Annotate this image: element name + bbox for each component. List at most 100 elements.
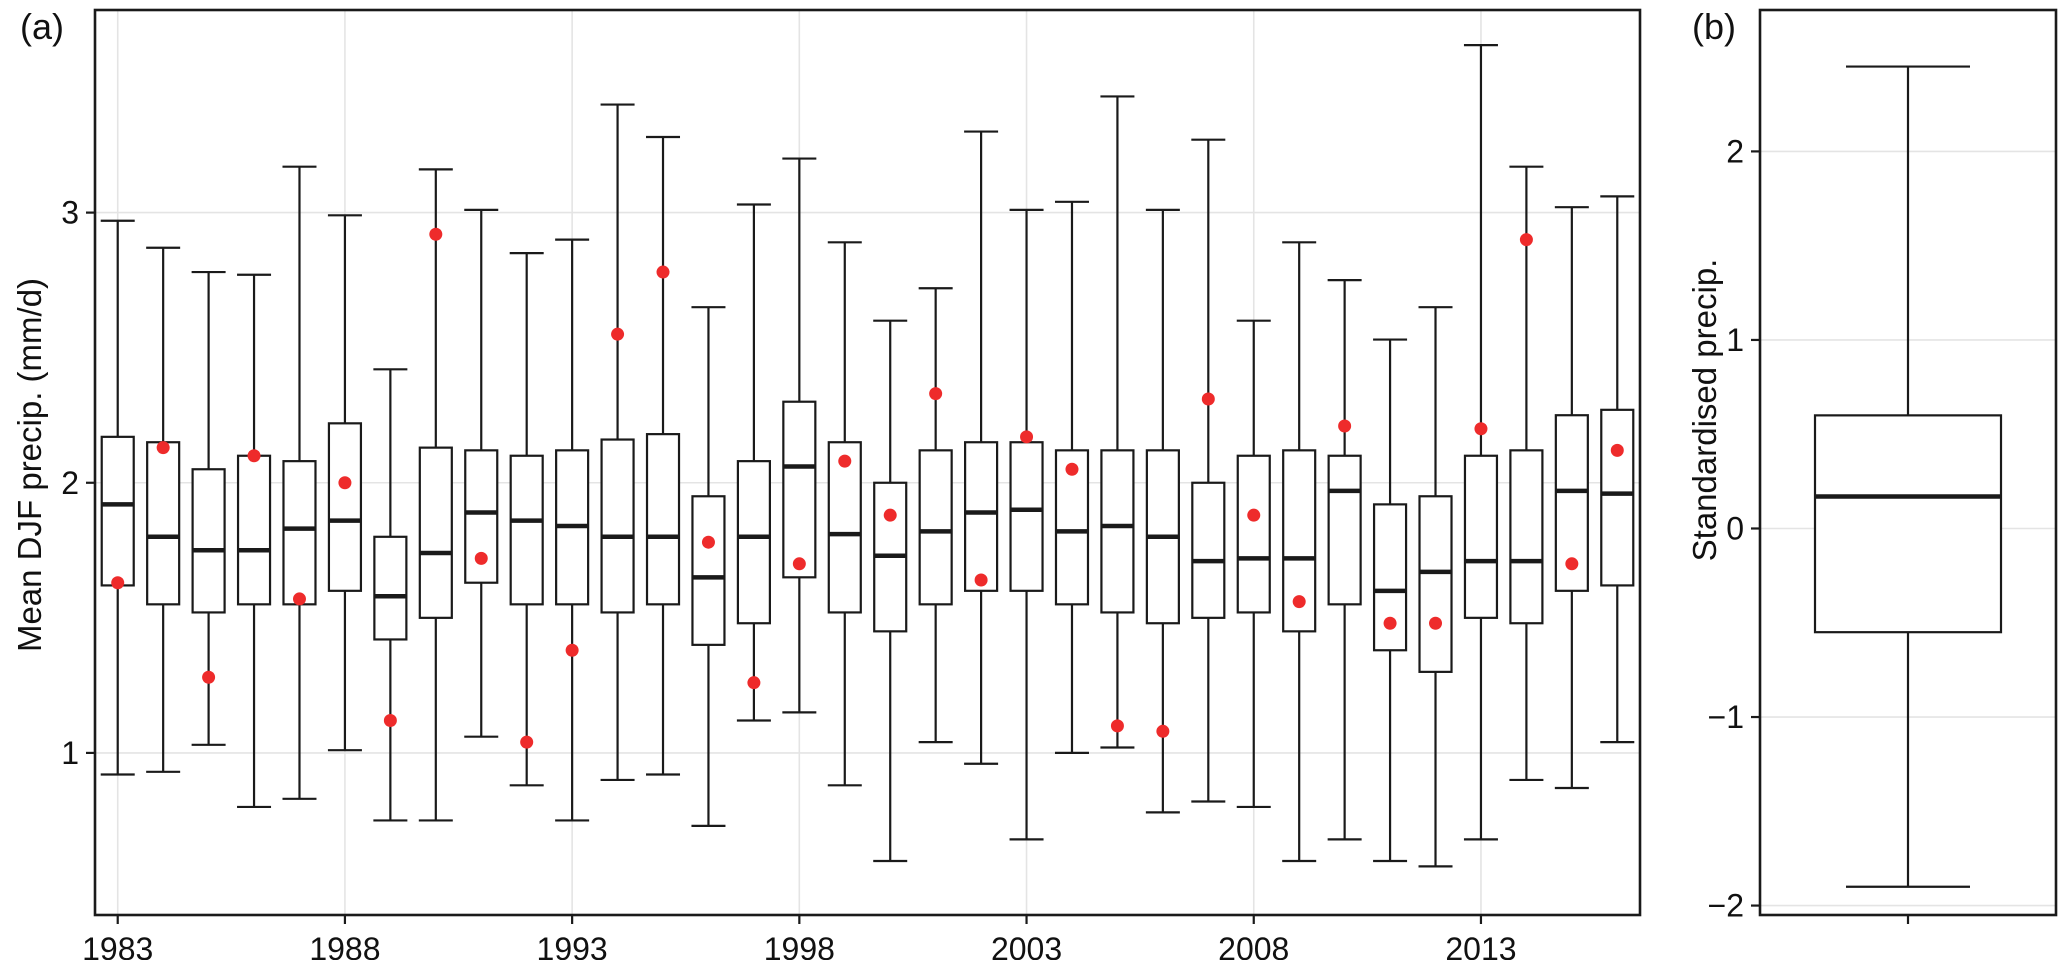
iqr-box bbox=[1191, 481, 1226, 619]
observation-dot bbox=[1565, 557, 1579, 571]
boxplot-1994 bbox=[600, 103, 635, 782]
panel-b-label: (b) bbox=[1692, 6, 1736, 47]
observation-dot bbox=[1429, 616, 1443, 630]
observation-dot bbox=[1519, 233, 1533, 247]
boxplot-2012 bbox=[1418, 306, 1453, 868]
boxplot-1992 bbox=[509, 252, 544, 787]
observation-dot bbox=[338, 476, 352, 490]
observation-dot bbox=[202, 670, 216, 684]
iqr-box bbox=[918, 449, 953, 606]
observation-dot bbox=[474, 551, 488, 565]
boxplot-2006 bbox=[1145, 208, 1180, 814]
y-tick-label: 2 bbox=[61, 465, 79, 501]
boxplot-2003 bbox=[1009, 208, 1044, 841]
iqr-box bbox=[1600, 408, 1635, 587]
boxplot-2010 bbox=[1327, 279, 1362, 841]
boxplot-1989 bbox=[373, 368, 408, 822]
iqr-box bbox=[100, 435, 135, 587]
observation-dot bbox=[1201, 392, 1215, 406]
observation-dot bbox=[838, 454, 852, 468]
observation-dot bbox=[1065, 462, 1079, 476]
iqr-box bbox=[1463, 454, 1499, 619]
iqr-box bbox=[645, 433, 681, 606]
iqr-box bbox=[827, 441, 862, 614]
iqr-box bbox=[1054, 449, 1090, 606]
observation-dot bbox=[1020, 430, 1034, 444]
boxplot-2009 bbox=[1282, 241, 1317, 863]
boxplot-2007 bbox=[1191, 138, 1226, 803]
iqr-box bbox=[1418, 495, 1453, 673]
observation-dot bbox=[156, 441, 170, 455]
y-tick-label: 1 bbox=[1726, 322, 1744, 358]
boxplot-1988 bbox=[327, 214, 363, 752]
observation-dot bbox=[611, 327, 625, 341]
iqr-box bbox=[1009, 441, 1044, 592]
boxplot-single bbox=[1813, 65, 2003, 888]
boxplot-2011 bbox=[1372, 338, 1408, 863]
panel-a-label: (a) bbox=[20, 6, 64, 47]
observation-dot bbox=[656, 265, 670, 279]
y-tick-label: 2 bbox=[1726, 133, 1744, 169]
observation-dot bbox=[1110, 719, 1124, 733]
boxplot-2016 bbox=[1600, 195, 1635, 744]
iqr-box bbox=[373, 535, 408, 641]
x-tick-label: 2003 bbox=[991, 931, 1062, 960]
iqr-box bbox=[191, 468, 226, 614]
boxplot-1986 bbox=[236, 273, 272, 809]
observation-dot bbox=[111, 576, 125, 590]
iqr-box bbox=[1100, 449, 1135, 614]
boxplot-2015 bbox=[1554, 206, 1589, 790]
observation-dot bbox=[292, 592, 306, 606]
observation-dot bbox=[383, 713, 397, 727]
iqr-box bbox=[964, 441, 999, 592]
observation-dot bbox=[701, 535, 715, 549]
observation-dot bbox=[1247, 508, 1261, 522]
observation-dot bbox=[1156, 724, 1170, 738]
boxplot-2014 bbox=[1509, 165, 1544, 782]
x-tick-label: 1998 bbox=[764, 931, 835, 960]
boxplot-1987 bbox=[282, 165, 317, 800]
boxplot-1999 bbox=[827, 241, 862, 787]
y-tick-label: −2 bbox=[1708, 888, 1744, 924]
boxplot-1984 bbox=[146, 246, 181, 773]
observation-dot bbox=[974, 573, 988, 587]
boxplot-2013 bbox=[1463, 44, 1499, 841]
iqr-box bbox=[691, 495, 726, 646]
iqr-box bbox=[782, 400, 817, 579]
panel-border bbox=[93, 8, 1642, 917]
observation-dot bbox=[1292, 595, 1306, 609]
observation-dot bbox=[429, 227, 443, 241]
iqr-box bbox=[327, 422, 363, 592]
panel-b-y-axis-title: Standardised precip. bbox=[1686, 258, 1723, 562]
boxplot-2004 bbox=[1054, 200, 1090, 755]
boxplot-1997 bbox=[736, 203, 771, 722]
boxplot-2000 bbox=[873, 319, 908, 863]
iqr-box bbox=[1327, 454, 1362, 606]
iqr-box bbox=[282, 460, 317, 606]
y-tick-label: 3 bbox=[61, 195, 79, 231]
observation-dot bbox=[520, 735, 534, 749]
iqr-box bbox=[236, 454, 272, 606]
observation-dot bbox=[883, 508, 897, 522]
boxplot-2002 bbox=[964, 130, 999, 765]
boxplot-1990 bbox=[418, 168, 453, 822]
boxplot-1993 bbox=[555, 238, 590, 822]
observation-dot bbox=[1610, 443, 1624, 457]
y-tick-label: −1 bbox=[1708, 699, 1744, 735]
observation-dot bbox=[792, 557, 806, 571]
x-tick-label: 1988 bbox=[309, 931, 380, 960]
boxplot-2005 bbox=[1100, 95, 1135, 749]
boxplot-1995 bbox=[645, 135, 681, 776]
y-tick-label: 1 bbox=[61, 735, 79, 771]
y-tick-label: 0 bbox=[1726, 510, 1744, 546]
iqr-box bbox=[1509, 449, 1544, 625]
boxplot-1983 bbox=[100, 219, 135, 776]
boxplot-1985 bbox=[191, 270, 226, 746]
boxplot-1991 bbox=[464, 208, 499, 738]
iqr-box bbox=[600, 438, 635, 614]
x-tick-label: 2008 bbox=[1218, 931, 1289, 960]
iqr-box bbox=[736, 460, 771, 625]
iqr-box bbox=[1813, 414, 2003, 634]
boxplot-2008 bbox=[1236, 319, 1271, 809]
